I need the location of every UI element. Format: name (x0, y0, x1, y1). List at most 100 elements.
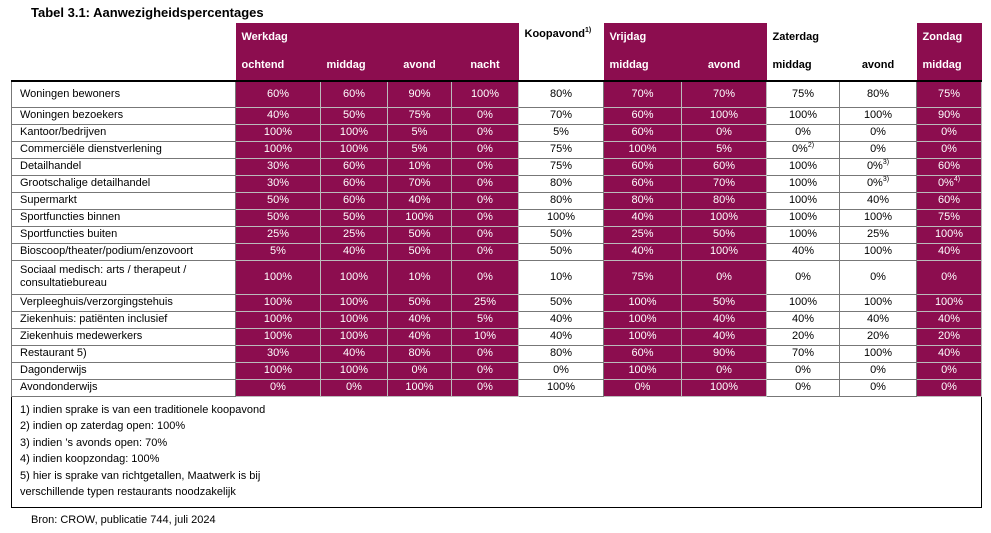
value-cell: 0% (766, 259, 841, 295)
cell-value: 40% (792, 245, 815, 257)
header-zondag: Zondag (916, 23, 982, 51)
cell-value: 80% (631, 194, 654, 206)
row-label: Ziekenhuis: patiënten inclusief (11, 310, 236, 329)
value-cell: 25% (839, 225, 918, 244)
value-cell: 40% (603, 242, 683, 261)
row-label: Commerciële dienstverlening (11, 140, 236, 159)
value-cell: 100% (320, 310, 388, 329)
cell-value: 5% (270, 245, 286, 257)
cell-value: 0% (477, 270, 493, 283)
row-label: Kantoor/bedrijven (11, 123, 236, 142)
cell-value: 100% (863, 109, 893, 121)
cell-value: 60% (342, 177, 366, 189)
value-cell: 25% (603, 225, 683, 244)
value-cell: 50% (518, 242, 605, 261)
cell-value: 100% (788, 160, 818, 172)
value-cell: 100% (235, 310, 321, 329)
cell-value: 100% (546, 211, 576, 223)
cell-value: 0% (941, 126, 957, 138)
value-cell: 100% (681, 242, 768, 261)
header-row-groups: Werkdag Koopavond1) Vrijdag Zaterdag Zon… (11, 23, 982, 81)
value-cell: 40% (766, 310, 841, 329)
table-row: Ziekenhuis medewerkers 100% 100% 40% 10% 40% 1… (11, 327, 983, 346)
table-row: Dagonderwijs 100% 100% 0% 0% 0% 100% 0% 0% 0% 0% (11, 361, 983, 380)
value-cell: 60% (320, 80, 388, 108)
value-cell: 70% (603, 80, 683, 108)
table-row: Detailhandel 30% 60% 10% 0% 75% 60% 60% 100% 0%3)… (11, 157, 983, 176)
cell-value: 100% (863, 347, 893, 359)
value-cell: 100% (916, 225, 983, 244)
cell-value: 5% (411, 143, 428, 155)
cell-value: 25% (342, 228, 366, 240)
cell-value: 50% (550, 228, 573, 240)
cell-value: 100% (628, 364, 657, 376)
cell-value: 100% (863, 211, 893, 223)
header-zaterdag: Zaterdag (766, 23, 917, 51)
cell-value: 0% (795, 270, 811, 283)
value-cell: 50% (518, 293, 605, 312)
value-cell: 60% (320, 191, 388, 210)
cell-value: 70% (550, 109, 573, 121)
cell-value: 20% (938, 330, 961, 342)
cell-value: 0% (870, 126, 886, 138)
cell-value: 40% (867, 194, 890, 206)
cell-value: 40% (408, 313, 431, 325)
cell-value: 0% (866, 177, 883, 189)
table-row: Kantoor/bedrijven 100% 100% 5% 0% 5% 60% 0% 0% 0%… (11, 123, 983, 142)
cell-value: 70% (713, 177, 736, 189)
value-cell: 40% (766, 242, 841, 261)
value-cell: 0% (450, 157, 520, 176)
cell-value: 60% (713, 160, 736, 172)
cell-value: 40% (550, 330, 573, 342)
cell-value: 60% (631, 160, 654, 172)
cell-footnote: 3) (882, 176, 890, 183)
value-cell: 80% (518, 80, 605, 108)
cell-value: 0% (870, 270, 886, 283)
value-cell: 100% (839, 208, 918, 227)
cell-value: 40% (792, 313, 815, 325)
value-cell: 100% (320, 327, 388, 346)
value-cell: 30% (235, 174, 321, 193)
cell-value: 100% (405, 211, 434, 223)
cell-value: 100% (628, 313, 657, 325)
cell-value: 100% (788, 177, 818, 189)
cell-value: 5% (411, 126, 428, 138)
cell-value: 40% (713, 330, 736, 342)
header-vrijdag-avond: avond (681, 51, 767, 81)
table-row: Verpleeghuis/verzorgingstehuis 100% 100% 50… (11, 293, 983, 312)
value-cell: 0% (916, 140, 983, 159)
value-cell: 100% (839, 344, 918, 363)
value-cell: 0%3) (839, 174, 918, 193)
cell-value: 30% (266, 347, 290, 359)
row-label: Avondonderwijs (11, 378, 236, 397)
value-cell: 80% (603, 191, 683, 210)
cell-value: 50% (550, 245, 573, 257)
cell-value: 75% (792, 87, 815, 100)
value-cell: 50% (235, 208, 321, 227)
cell-value: 0% (716, 270, 732, 283)
header-koopavond-footnote: 1) (585, 27, 592, 34)
row-label: Restaurant 5) (11, 344, 236, 363)
table-row: Sportfuncties buiten 25% 25% 50% 0% 50% 25% 50%… (11, 225, 983, 244)
header-zondag-middag: middag (916, 51, 982, 81)
header-koopavond-label: Koopavond (524, 28, 586, 40)
row-label: Sociaal medisch: arts / therapeut / cons… (11, 259, 236, 295)
value-cell: 0% (235, 378, 321, 397)
table-row: Bioscoop/theater/podium/enzovoort 5% 40% 50… (11, 242, 983, 261)
cell-value: 100% (263, 296, 293, 308)
table-row: Ziekenhuis: patiënten inclusief 100% 100% 4… (11, 310, 983, 329)
value-cell: 60% (916, 191, 983, 210)
value-cell: 100% (320, 123, 388, 142)
value-cell: 100% (387, 208, 452, 227)
cell-value: 0% (795, 126, 811, 138)
value-cell: 0%3) (839, 157, 918, 176)
cell-value: 40% (408, 330, 431, 342)
value-cell: 0% (916, 123, 983, 142)
value-cell: 70% (681, 80, 768, 108)
value-cell: 75% (916, 80, 983, 108)
cell-value: 0% (795, 364, 811, 376)
value-cell: 100% (681, 106, 768, 125)
table-row: Commerciële dienstverlening 100% 100% 5% 0% 7… (11, 140, 983, 159)
cell-value: 100% (339, 296, 369, 308)
value-cell: 10% (387, 157, 452, 176)
